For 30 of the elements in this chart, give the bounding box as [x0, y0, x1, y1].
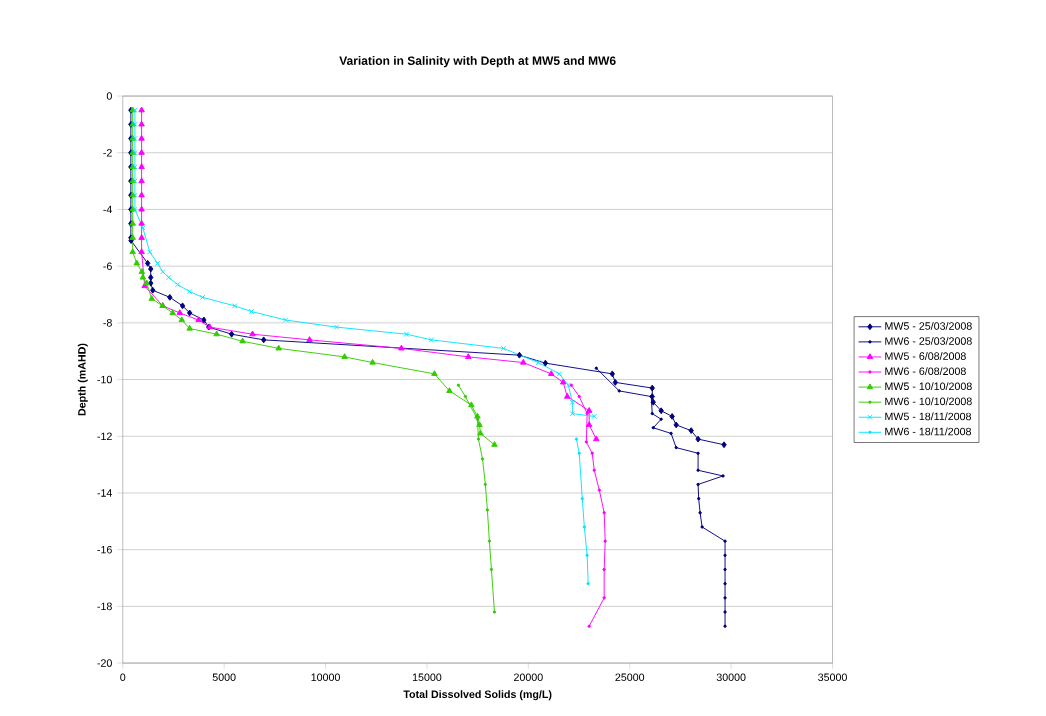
legend-label: MW6 - 25/03/2008: [885, 336, 972, 345]
y-tick-label: -12: [97, 432, 112, 440]
y-tick-label: -4: [103, 205, 113, 213]
y-tick-label: -6: [103, 262, 112, 270]
y-tick-label: -2: [103, 148, 112, 157]
y-tick-label: 0: [106, 92, 112, 100]
x-tick-label: 10000: [311, 673, 340, 681]
chart-title: Variation in Salinity with Depth at MW5 and MW6: [339, 55, 616, 68]
y-tick-label: -14: [97, 489, 113, 497]
legend-label: MW6 - 6/08/2008: [885, 366, 966, 375]
x-tick-label: 5000: [212, 673, 236, 681]
x-axis-title: Total Dissolved Solids (mg/L): [403, 689, 552, 700]
x-tick-label: 0: [120, 673, 126, 681]
legend-label: MW5 - 10/10/2008: [885, 382, 972, 390]
x-tick-label: 20000: [514, 673, 543, 681]
legend-label: MW5 - 18/11/2008: [885, 412, 972, 420]
legend-label: MW6 - 10/10/2008: [885, 397, 972, 405]
y-tick-label: -18: [97, 602, 112, 610]
x-tick-label: 15000: [412, 673, 442, 681]
legend-label: MW5 - 25/03/2008: [885, 321, 972, 330]
y-tick-label: -8: [103, 318, 112, 327]
x-tick-label: 30000: [716, 673, 746, 681]
legend-label: MW6 - 18/11/2008: [885, 427, 972, 436]
y-tick-label: -20: [97, 659, 112, 667]
y-tick-label: -16: [97, 545, 112, 554]
y-tick-label: -10: [97, 375, 112, 384]
x-tick-label: 25000: [615, 673, 645, 681]
x-tick-label: 35000: [818, 673, 847, 681]
legend-label: MW5 - 6/08/2008: [885, 351, 966, 360]
y-axis-title: Depth (mAHD): [77, 343, 88, 416]
